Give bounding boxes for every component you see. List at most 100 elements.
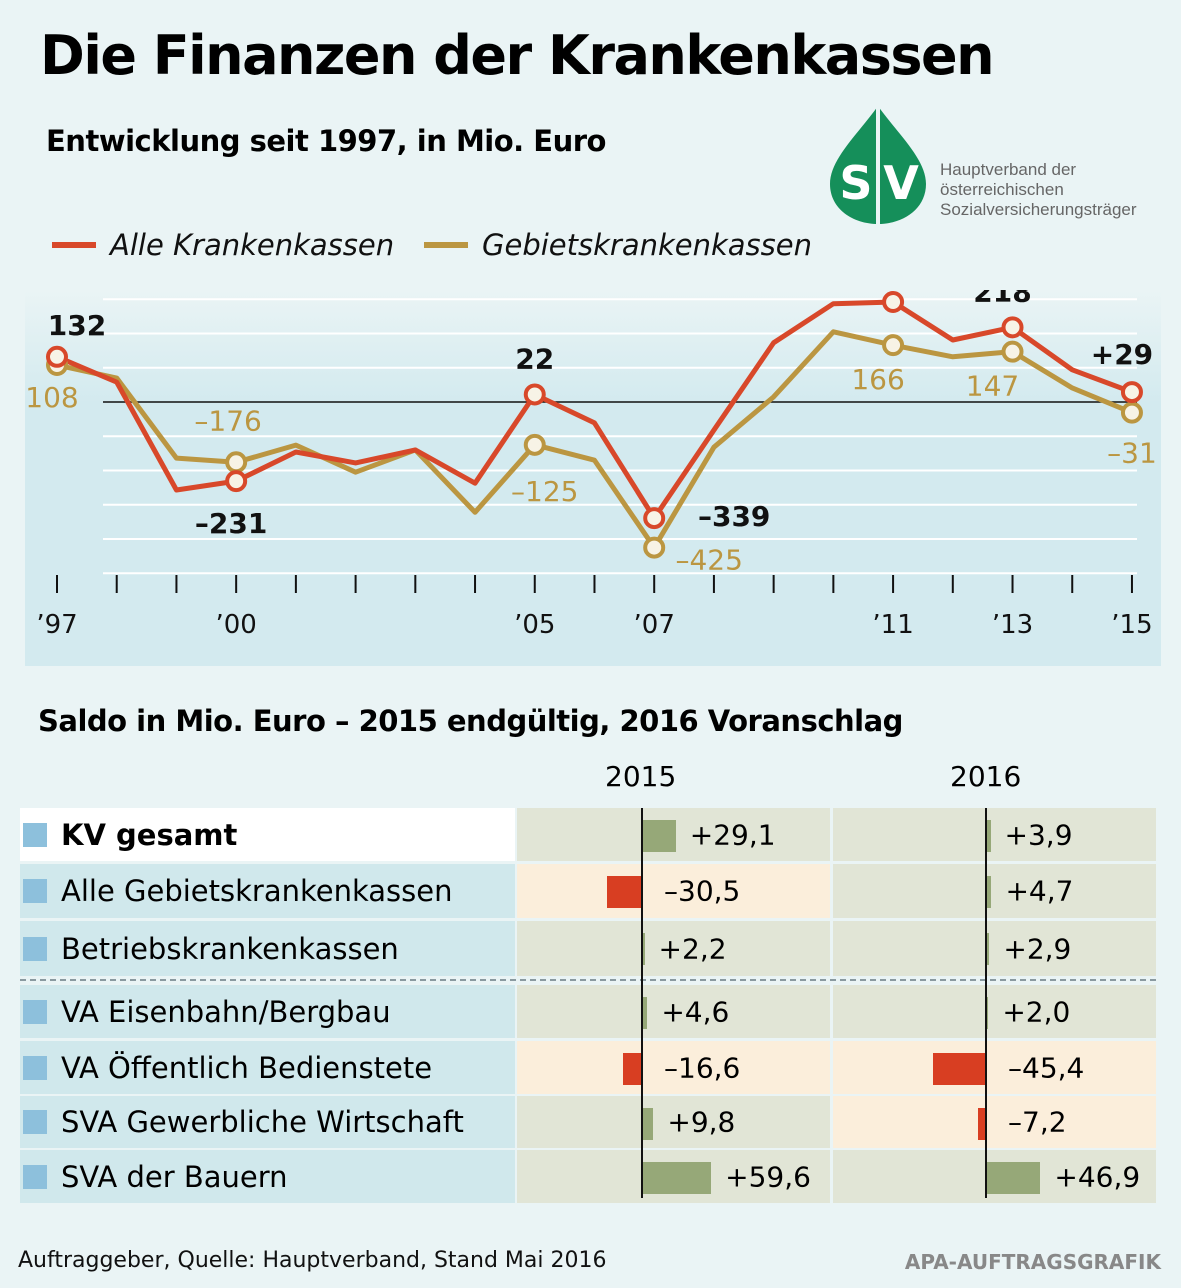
- bar-2015: [606, 876, 642, 908]
- data-label: –176: [194, 404, 261, 437]
- data-point: [523, 383, 546, 406]
- bar-value-label: +59,6: [725, 1160, 811, 1193]
- row-marker-icon: [23, 879, 47, 903]
- logo-line: Sozialversicherungsträger: [940, 200, 1137, 219]
- cell-2015: +4,6: [517, 985, 830, 1038]
- legend-swatch: [52, 242, 96, 248]
- svg-text:V: V: [883, 156, 919, 210]
- bar-value-label: –30,5: [664, 874, 741, 908]
- bar-2015: [642, 1108, 654, 1140]
- cell-2016: –7,2: [833, 1096, 1156, 1148]
- cell-2016: +2,9: [833, 921, 1156, 976]
- cell-2016: +2,0: [833, 985, 1156, 1038]
- data-point: [882, 290, 905, 313]
- data-point: [523, 433, 546, 456]
- table-row: Betriebskrankenkassen +2,2 +2,9: [20, 921, 1156, 976]
- cell-2015: +2,2: [517, 921, 830, 976]
- bar-2016: [986, 933, 990, 965]
- row-label: VA Öffentlich Bedienstete: [20, 1041, 515, 1094]
- row-label: Alle Gebietskrankenkassen: [20, 864, 515, 918]
- bar-value-label: +4,7: [1005, 874, 1074, 908]
- cell-2016: +4,7: [833, 864, 1156, 918]
- data-point: [225, 451, 248, 474]
- zero-axis-2016: [985, 808, 987, 1198]
- bar-value-label: +4,6: [661, 995, 730, 1028]
- row-label: VA Eisenbahn/Bergbau: [20, 985, 515, 1038]
- row-marker-icon: [23, 936, 47, 961]
- bar-value-label: +3,9: [1004, 818, 1073, 851]
- bar-table-title: Saldo in Mio. Euro – 2015 endgültig, 201…: [38, 704, 903, 738]
- x-tick-label: ’05: [514, 610, 555, 640]
- data-point: [643, 536, 666, 559]
- credit: APA-AUFTRAGSGRAFIK: [904, 1250, 1161, 1274]
- cell-2015: +29,1: [517, 808, 830, 861]
- bar-2016: [986, 1162, 1041, 1194]
- line-chart-svg: ’97’00’05’07’11’13’15132–23122–339292218…: [25, 290, 1157, 640]
- logo-line: Hauptverband der: [940, 160, 1077, 179]
- data-point: [882, 334, 905, 357]
- data-label: 218: [973, 290, 1031, 308]
- x-tick-label: ’15: [1111, 610, 1152, 640]
- data-point: [1120, 401, 1143, 424]
- table-row: SVA Gewerbliche Wirtschaft +9,8 –7,2: [20, 1096, 1156, 1148]
- zero-axis-2015: [641, 808, 643, 1198]
- source-footer: Auftraggeber, Quelle: Hauptverband, Stan…: [18, 1248, 607, 1273]
- bar-value-label: +9,8: [667, 1105, 736, 1139]
- legend-item-alle: Alle Krankenkassen: [52, 228, 394, 262]
- data-label: –31: [1107, 437, 1157, 470]
- cell-2016: +3,9: [833, 808, 1156, 861]
- table-row: VA Eisenbahn/Bergbau +4,6 +2,0: [20, 985, 1156, 1038]
- data-label: +29: [1091, 338, 1153, 371]
- row-marker-icon: [23, 999, 47, 1024]
- bar-2015: [642, 997, 648, 1029]
- row-label-text: Alle Gebietskrankenkassen: [61, 874, 453, 908]
- column-header-2016: 2016: [950, 760, 1022, 793]
- bar-2015: [642, 933, 645, 965]
- table-row: KV gesamt +29,1 +3,9: [20, 808, 1156, 861]
- data-point: [1120, 381, 1143, 404]
- cell-2015: +59,6: [517, 1150, 830, 1203]
- bar-2016: [986, 876, 992, 908]
- bar-2016: [986, 997, 989, 1029]
- legend-swatch: [424, 242, 468, 248]
- x-tick-label: ’13: [992, 610, 1033, 640]
- row-label: KV gesamt: [20, 808, 515, 861]
- data-label: 22: [515, 342, 554, 375]
- table-row: Alle Gebietskrankenkassen –30,5 +4,7: [20, 864, 1156, 918]
- table-row: VA Öffentlich Bedienstete –16,6 –45,4: [20, 1041, 1156, 1094]
- data-label: 166: [851, 363, 904, 396]
- row-label-text: KV gesamt: [61, 817, 238, 852]
- group-divider: [20, 979, 1156, 981]
- table-row: SVA der Bauern +59,6 +46,9: [20, 1150, 1156, 1203]
- row-label: SVA der Bauern: [20, 1150, 515, 1203]
- bar-2015: [642, 820, 676, 852]
- line-chart: ’97’00’05’07’11’13’15132–23122–339292218…: [25, 290, 1161, 666]
- data-label: 108: [25, 381, 78, 414]
- x-tick-label: ’97: [36, 610, 77, 640]
- data-point: [46, 345, 68, 368]
- row-marker-icon: [23, 822, 47, 847]
- logo-line: österreichischen: [940, 180, 1064, 199]
- logo-text: Hauptverband der österreichischen Sozial…: [940, 160, 1137, 220]
- bar-value-label: –16,6: [664, 1051, 741, 1084]
- data-label: –125: [511, 475, 578, 508]
- data-label: 132: [48, 309, 106, 342]
- data-label: –231: [195, 507, 267, 540]
- row-marker-icon: [23, 1055, 47, 1080]
- legend-label: Alle Krankenkassen: [110, 228, 395, 262]
- row-label-text: SVA der Bauern: [61, 1159, 288, 1194]
- row-label-text: VA Öffentlich Bedienstete: [61, 1050, 433, 1085]
- column-header-2015: 2015: [605, 760, 677, 793]
- bar-value-label: –45,4: [1008, 1051, 1085, 1084]
- cell-2015: –30,5: [517, 864, 830, 918]
- row-label: Betriebskrankenkassen: [20, 921, 515, 976]
- cell-2015: +9,8: [517, 1096, 830, 1148]
- row-label: SVA Gewerbliche Wirtschaft: [20, 1096, 515, 1148]
- data-label: 147: [966, 370, 1019, 403]
- bar-value-label: +46,9: [1054, 1160, 1141, 1193]
- chart-subtitle: Entwicklung seit 1997, in Mio. Euro: [46, 124, 606, 158]
- sv-logo-icon: S V: [830, 104, 926, 226]
- cell-2015: –16,6: [517, 1041, 830, 1094]
- data-point: [1001, 340, 1024, 363]
- data-point: [1001, 316, 1024, 339]
